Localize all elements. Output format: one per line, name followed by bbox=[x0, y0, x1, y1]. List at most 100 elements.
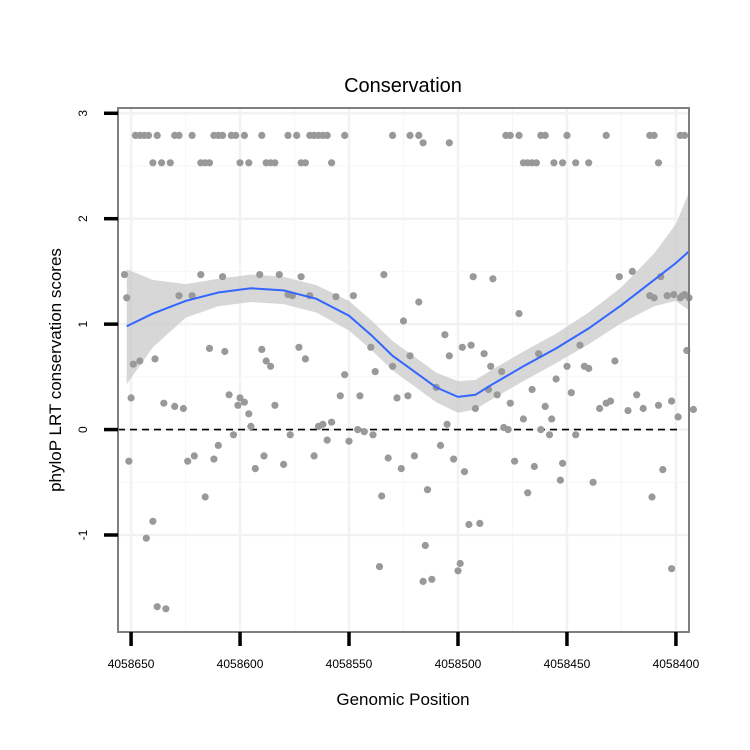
data-point bbox=[532, 159, 541, 167]
data-point bbox=[681, 131, 689, 139]
data-point bbox=[160, 399, 168, 407]
x-axis: 4058650 4058600 4058550 4058500 4058450 40584… bbox=[108, 632, 700, 671]
data-point bbox=[389, 362, 397, 370]
data-point bbox=[410, 452, 418, 460]
data-point bbox=[515, 310, 523, 318]
data-point bbox=[450, 455, 458, 463]
data-point bbox=[275, 271, 283, 279]
data-point bbox=[550, 159, 558, 167]
data-point bbox=[258, 345, 266, 353]
smooth-fit-line bbox=[126, 250, 690, 398]
y-tick-label: 1 bbox=[76, 320, 90, 327]
data-point bbox=[670, 291, 678, 299]
x-tick-label: 4058600 bbox=[217, 657, 264, 671]
x-tick-label: 4058550 bbox=[326, 657, 373, 671]
data-point bbox=[369, 431, 377, 439]
data-point bbox=[606, 397, 615, 405]
confidence-ribbon bbox=[126, 192, 689, 413]
data-point bbox=[258, 131, 266, 139]
data-point bbox=[576, 341, 584, 349]
data-point bbox=[188, 131, 196, 139]
data-point bbox=[328, 418, 336, 426]
data-point bbox=[519, 415, 528, 423]
data-point bbox=[229, 431, 238, 439]
data-point bbox=[371, 368, 379, 376]
data-point bbox=[406, 131, 414, 139]
data-point bbox=[341, 371, 349, 379]
data-point bbox=[247, 422, 255, 430]
data-point bbox=[384, 454, 392, 462]
data-point bbox=[443, 420, 451, 428]
data-point bbox=[615, 273, 623, 281]
data-point bbox=[460, 468, 469, 476]
data-point bbox=[205, 159, 214, 167]
data-point bbox=[548, 415, 556, 423]
data-point bbox=[219, 131, 227, 139]
data-point bbox=[650, 131, 658, 139]
data-point bbox=[648, 493, 656, 501]
data-point bbox=[659, 466, 667, 474]
data-point bbox=[639, 404, 647, 413]
y-axis-title: phyloP LRT conservation scores bbox=[46, 248, 65, 492]
data-point bbox=[214, 441, 222, 449]
data-point bbox=[360, 428, 368, 436]
data-point bbox=[465, 520, 473, 529]
data-point bbox=[354, 426, 362, 434]
data-point bbox=[567, 389, 575, 397]
data-point bbox=[674, 413, 682, 421]
data-point bbox=[504, 426, 512, 434]
data-point bbox=[406, 352, 414, 360]
data-point bbox=[280, 460, 288, 468]
data-point bbox=[423, 486, 432, 494]
data-points bbox=[120, 131, 698, 613]
data-point bbox=[221, 347, 229, 356]
data-point bbox=[545, 431, 554, 439]
data-point bbox=[205, 344, 214, 352]
data-point bbox=[572, 159, 580, 167]
y-tick-label: -1 bbox=[76, 529, 90, 540]
data-point bbox=[467, 341, 475, 349]
data-point bbox=[153, 131, 161, 139]
data-point bbox=[596, 404, 604, 413]
data-point bbox=[378, 492, 386, 500]
data-point bbox=[310, 452, 318, 460]
data-point bbox=[341, 131, 349, 139]
data-point bbox=[236, 159, 244, 167]
data-point bbox=[262, 357, 270, 365]
data-point bbox=[541, 131, 549, 139]
data-point bbox=[240, 398, 248, 406]
data-point bbox=[219, 273, 227, 281]
y-axis: -1 0 1 2 3 bbox=[76, 110, 118, 540]
data-point bbox=[345, 437, 353, 445]
data-point bbox=[190, 452, 198, 460]
data-point bbox=[328, 159, 336, 167]
data-point bbox=[240, 131, 248, 139]
data-point bbox=[668, 565, 676, 573]
data-point bbox=[125, 457, 133, 465]
data-point bbox=[151, 355, 159, 363]
data-point bbox=[234, 401, 242, 409]
x-tick-label: 4058450 bbox=[544, 657, 591, 671]
data-point bbox=[480, 350, 488, 358]
data-point bbox=[419, 577, 427, 586]
data-point bbox=[393, 394, 401, 402]
data-point bbox=[245, 159, 253, 167]
data-point bbox=[297, 273, 305, 281]
data-point bbox=[236, 394, 244, 402]
data-point bbox=[267, 362, 275, 370]
data-point bbox=[271, 159, 279, 167]
data-point bbox=[476, 519, 484, 528]
data-point bbox=[559, 459, 567, 467]
data-point bbox=[144, 131, 153, 139]
data-point bbox=[332, 293, 340, 301]
data-point bbox=[336, 392, 344, 400]
data-point bbox=[284, 131, 292, 139]
y-tick-label: 2 bbox=[76, 215, 90, 222]
data-point bbox=[271, 401, 279, 409]
x-tick-label: 4058500 bbox=[435, 657, 482, 671]
data-point bbox=[166, 159, 174, 167]
data-point bbox=[389, 131, 397, 139]
data-point bbox=[493, 391, 501, 399]
data-point bbox=[210, 455, 218, 463]
